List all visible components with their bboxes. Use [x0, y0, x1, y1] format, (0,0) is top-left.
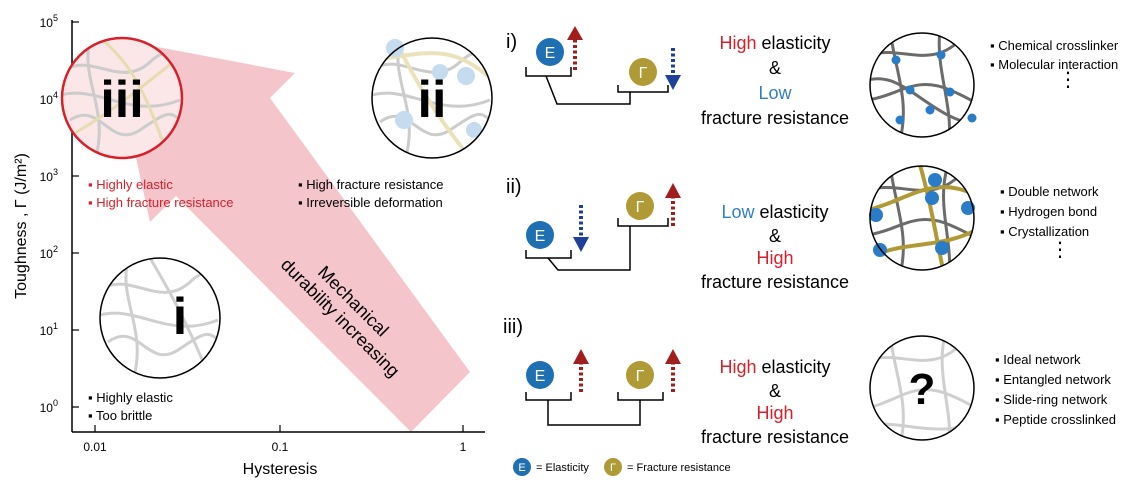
example-item: ▪ Peptide crosslinked	[995, 412, 1116, 427]
elasticity-ball	[536, 38, 564, 66]
row-line-1: High elasticity	[719, 33, 830, 53]
y-tick-label: 104	[40, 90, 58, 107]
row-line-1: Low elasticity	[721, 202, 828, 222]
x-axis-label: Hysteresis	[243, 461, 318, 478]
elasticity-ball	[526, 221, 554, 249]
y-tick-labels: 100 101 102 103 104 105	[40, 13, 58, 415]
region-iii-note: ▪ High fracture resistance	[88, 195, 234, 210]
row-line-1: High elasticity	[719, 357, 830, 377]
region-i-note: ▪ Highly elastic	[88, 390, 173, 405]
row-line-2: Low	[758, 83, 792, 103]
ellipsis-icon: ⋮	[1050, 239, 1070, 261]
region-i-numeral: i	[173, 288, 187, 346]
region-i-note: ▪ Too brittle	[88, 408, 152, 423]
network-ideal: ?	[869, 335, 975, 441]
fracture-symbol: Γ	[636, 199, 645, 216]
arrow-up-icon	[573, 349, 589, 392]
elasticity-symbol: E	[535, 228, 546, 245]
y-tick-label: 102	[40, 244, 58, 261]
arrow-down-icon	[573, 205, 589, 252]
legend: E = Elasticity Γ = Fracture resistance	[513, 458, 731, 476]
example-item: ▪ Chemical crosslinker	[990, 38, 1119, 53]
fracture-symbol: Γ	[639, 65, 648, 82]
row-line-2: High	[756, 403, 793, 423]
question-mark-icon: ?	[909, 365, 936, 414]
arrow-up-icon	[665, 349, 681, 392]
legend-fracture-label: = Fracture resistance	[627, 462, 731, 474]
legend-elasticity-symbol: E	[518, 462, 525, 474]
row-amp: &	[769, 58, 781, 78]
ellipsis-icon: ⋮	[1058, 69, 1078, 91]
row-line-3: fracture resistance	[701, 272, 849, 292]
legend-fracture-ball	[604, 458, 622, 476]
elasticity-ball	[526, 361, 554, 389]
arrow-up-icon	[567, 26, 583, 70]
balance-diagram	[525, 67, 669, 105]
region-ii-note: ▪ Irreversible deformation	[298, 195, 443, 210]
row-ii: ii) E Γ Low elasticity & High fracture r…	[506, 165, 1099, 292]
network-chemical	[869, 32, 977, 138]
row-label: ii)	[506, 176, 522, 198]
x-tick-label: 0.01	[83, 440, 107, 454]
row-label: iii)	[503, 316, 523, 338]
balance-diagram	[525, 392, 664, 426]
row-i: i) E Γ High elasticity & Low fracture re…	[506, 26, 1119, 138]
y-axis-label: Toughness , Γ (J/m²)	[13, 153, 30, 299]
y-tick-label: 101	[40, 321, 58, 338]
example-item: ▪ Slide-ring network	[995, 392, 1108, 407]
row-line-3: fracture resistance	[701, 427, 849, 447]
region-iii-numeral: iii	[100, 71, 143, 129]
legend-elasticity-ball	[513, 458, 531, 476]
x-tick-label: 0.1	[272, 440, 289, 454]
fracture-ball	[626, 192, 654, 220]
example-item: ▪ Double network	[1000, 184, 1099, 199]
example-item: ▪ Entangled network	[995, 372, 1111, 387]
network-double	[869, 165, 975, 271]
row-amp: &	[769, 381, 781, 401]
region-ii-network: ii	[371, 37, 493, 159]
row-label: i)	[506, 31, 517, 53]
row-line-2: High	[756, 248, 793, 268]
row-iii: iii) E Γ High elasticity & High fracture…	[503, 316, 1116, 447]
region-iii-network: iii	[60, 36, 184, 160]
legend-fracture-symbol: Γ	[610, 462, 616, 474]
elasticity-symbol: E	[545, 45, 556, 62]
legend-elasticity-label: = Elasticity	[536, 462, 589, 474]
y-tick-label: 103	[40, 167, 58, 184]
arrow-up-icon	[665, 183, 681, 226]
region-iii-note: ▪ Highly elastic	[88, 177, 173, 192]
balance-diagram	[525, 218, 669, 271]
example-item: ▪ Hydrogen bond	[1000, 204, 1097, 219]
y-tick-label: 105	[40, 13, 58, 30]
region-i-network: i	[99, 257, 221, 379]
durability-arrow	[110, 38, 470, 432]
example-item: ▪ Molecular interaction	[990, 57, 1118, 72]
toughness-hysteresis-plot: Mechanical durability increasing 100 101…	[13, 13, 493, 478]
row-line-3: fracture resistance	[701, 108, 849, 128]
arrow-down-icon	[665, 48, 681, 90]
y-tick-label: 100	[40, 398, 58, 415]
fracture-ball	[629, 58, 657, 86]
fracture-ball	[626, 361, 654, 389]
elasticity-symbol: E	[535, 368, 546, 385]
x-ticks	[94, 425, 464, 432]
x-tick-label: 1	[460, 440, 467, 454]
fracture-symbol: Γ	[636, 368, 645, 385]
region-ii-note: ▪ High fracture resistance	[298, 177, 444, 192]
example-item: ▪ Crystallization	[1000, 224, 1089, 239]
example-item: ▪ Ideal network	[995, 352, 1081, 367]
region-ii-numeral: ii	[418, 71, 447, 129]
row-amp: &	[769, 226, 781, 246]
